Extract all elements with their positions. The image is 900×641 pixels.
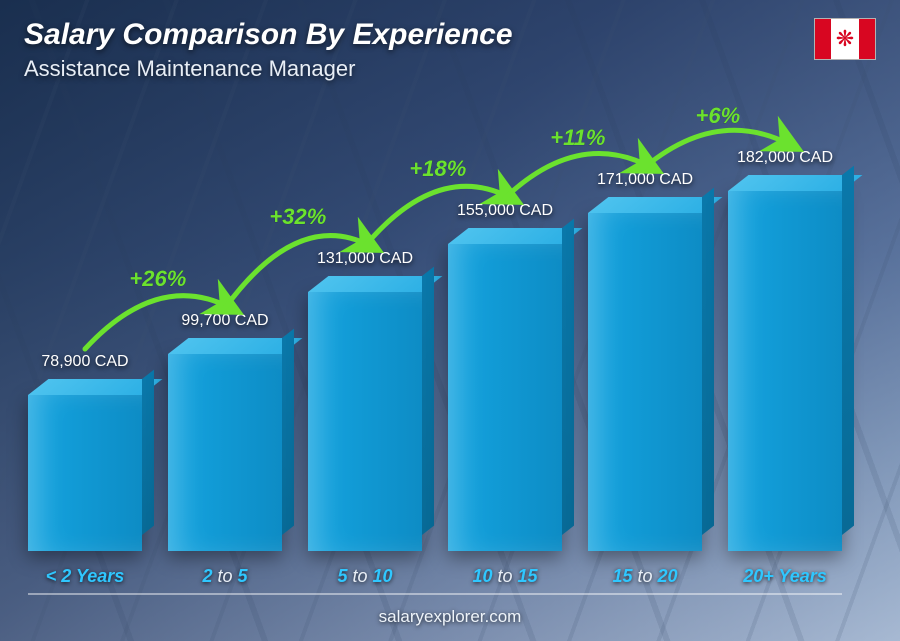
bar-front-face (588, 213, 702, 551)
category-label: 2 to 5 (168, 566, 282, 587)
watermark: salaryexplorer.com (379, 607, 522, 627)
value-label: 78,900 CAD (41, 353, 128, 371)
bar-side-face (422, 267, 434, 535)
content-root: Salary Comparison By Experience Assistan… (0, 0, 900, 641)
svg-text:+6%: +6% (696, 103, 741, 128)
bar-chart: 78,900 CAD 99,700 CAD 131,000 CAD 155,00… (28, 111, 842, 551)
bar-column: 155,000 CAD (448, 202, 562, 551)
category-label: 20+ Years (728, 566, 842, 587)
svg-text:+32%: +32% (269, 204, 326, 229)
bar (168, 354, 282, 551)
chart-subtitle: Assistance Maintenance Manager (24, 56, 876, 82)
canada-flag-icon: ❋ (814, 18, 876, 60)
maple-leaf-icon: ❋ (836, 28, 854, 50)
bar (728, 191, 842, 551)
value-label: 155,000 CAD (457, 202, 553, 220)
bar-side-face (842, 166, 854, 535)
bar-front-face (308, 292, 422, 551)
chart-title: Salary Comparison By Experience (24, 18, 876, 52)
svg-text:+11%: +11% (550, 125, 605, 150)
bar-side-face (702, 188, 714, 535)
bar-front-face (728, 191, 842, 551)
header: Salary Comparison By Experience Assistan… (24, 18, 876, 82)
bar-side-face (142, 370, 154, 535)
bar-side-face (562, 219, 574, 535)
value-label: 182,000 CAD (737, 149, 833, 167)
bar-front-face (168, 354, 282, 551)
category-label: < 2 Years (28, 566, 142, 587)
bar (448, 244, 562, 551)
category-axis: < 2 Years 2 to 5 5 to 10 10 to 15 15 to 20 20… (28, 566, 842, 587)
value-label: 99,700 CAD (181, 312, 268, 330)
value-label: 171,000 CAD (597, 171, 693, 189)
bar-column: 99,700 CAD (168, 312, 282, 551)
bar (308, 292, 422, 551)
bar-front-face (28, 395, 142, 551)
bar-column: 78,900 CAD (28, 353, 142, 551)
svg-text:+18%: +18% (409, 156, 466, 181)
bar-column: 171,000 CAD (588, 171, 702, 551)
category-label: 10 to 15 (448, 566, 562, 587)
value-label: 131,000 CAD (317, 250, 413, 268)
bar-side-face (282, 329, 294, 535)
bar (588, 213, 702, 551)
bar-front-face (448, 244, 562, 551)
category-label: 15 to 20 (588, 566, 702, 587)
bar-column: 182,000 CAD (728, 149, 842, 551)
svg-text:+26%: +26% (129, 266, 186, 291)
category-label: 5 to 10 (308, 566, 422, 587)
bar (28, 395, 142, 551)
baseline (28, 593, 842, 595)
bar-column: 131,000 CAD (308, 250, 422, 551)
